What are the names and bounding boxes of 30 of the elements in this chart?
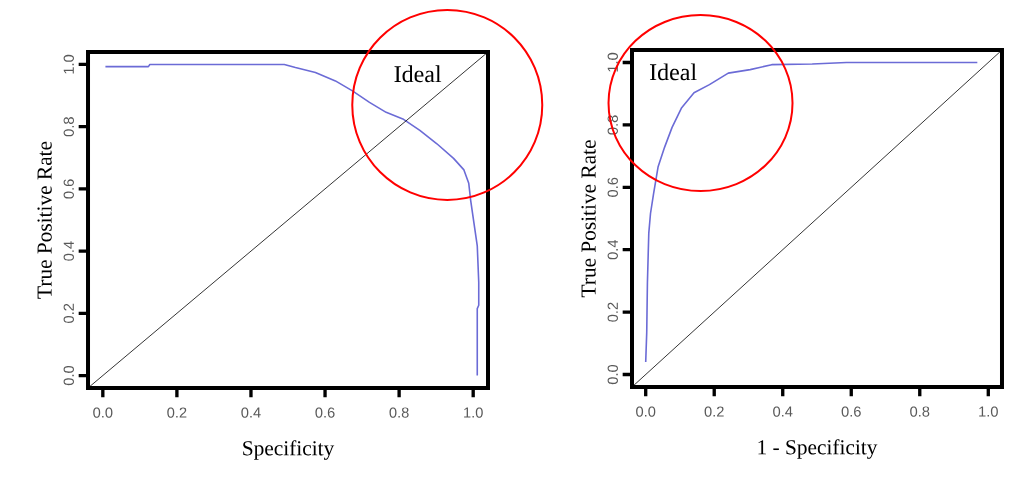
y-tick-label: 0.0 [63, 365, 74, 386]
y-axis-title: True Positive Rate [37, 141, 52, 299]
y-tick-label: 0.6 [607, 177, 618, 197]
x-tick-label: 0.6 [315, 407, 335, 418]
y-tick-label: 0.2 [63, 303, 74, 323]
x-tick-label: 0.2 [704, 406, 724, 417]
y-tick-label: 0.2 [607, 302, 618, 322]
x-tick-label: 0.8 [389, 407, 409, 418]
x-tick-label: 0.4 [773, 406, 793, 417]
y-axis-title: True Positive Rate [581, 140, 596, 298]
x-tick-label: 0.6 [841, 406, 861, 417]
line-series [644, 61, 979, 363]
x-axis-title: Specificity [243, 440, 335, 460]
x-tick-label: 0.0 [636, 406, 656, 417]
x-tick-label: 0.4 [241, 407, 261, 418]
annotation: Ideal [394, 65, 442, 83]
y-tick-label: 0.8 [63, 117, 74, 137]
y-tick-label: 1.0 [63, 54, 74, 74]
y-tick-label: 1.0 [607, 52, 618, 72]
y-tick-label: 0.4 [63, 241, 74, 261]
y-tick-label: 0.6 [63, 179, 74, 199]
y-tick-label: 0.0 [607, 364, 618, 385]
x-tick-label: 1.0 [464, 407, 483, 418]
x-axis-title: 1 - Specificity [758, 439, 878, 459]
x-tick-label: 0.2 [167, 407, 187, 418]
x-tick-label: 1.0 [979, 406, 998, 417]
y-tick-label: 0.4 [607, 239, 618, 260]
annotation: Ideal [649, 63, 697, 81]
x-tick-label: 0.8 [910, 406, 930, 417]
x-tick-label: 0.0 [93, 407, 113, 418]
